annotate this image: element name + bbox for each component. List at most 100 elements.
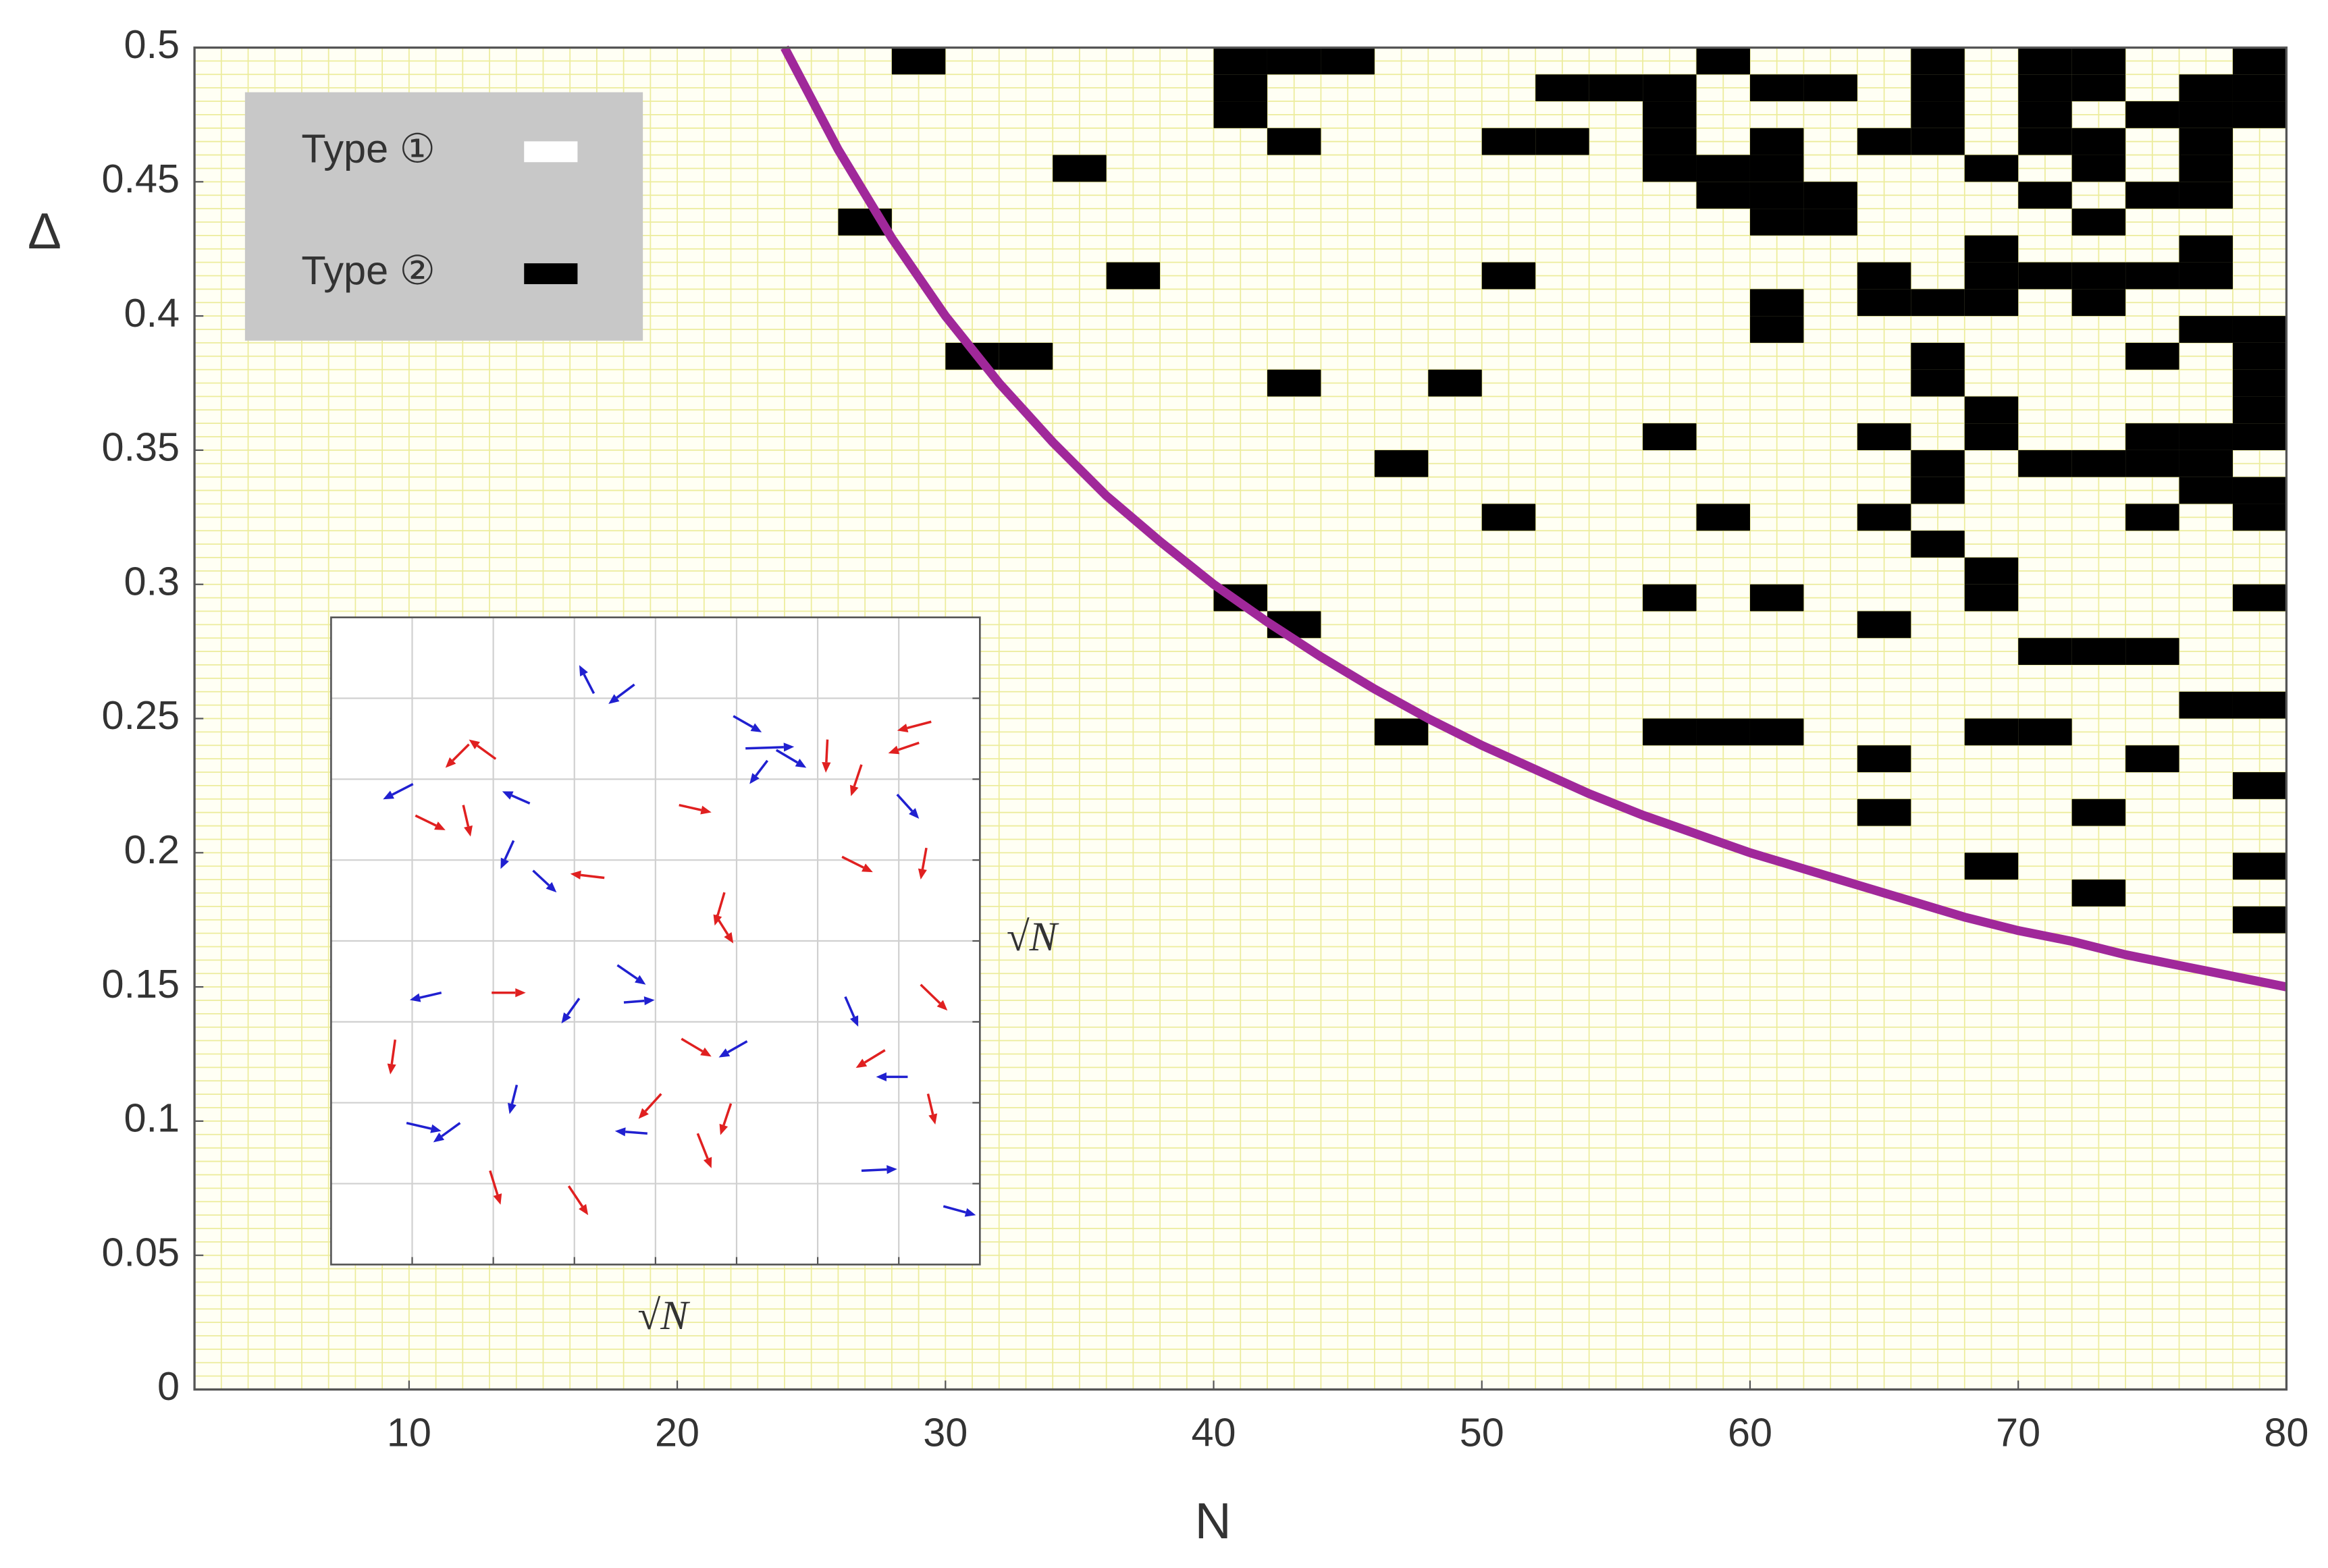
arrow-shaft [419,992,442,999]
arrow [681,1037,712,1057]
arrow-shaft [825,739,829,763]
arrow [570,870,605,880]
arrow-shaft [714,914,729,936]
arrow-shaft [897,741,920,751]
arrow-head [909,808,920,819]
arrow-head [700,1047,712,1057]
arrow-head [964,1208,976,1217]
y-tick-label: 0.35 [102,425,180,470]
y-tick-label: 0.45 [102,156,180,201]
cell [2018,638,2072,666]
cell [1911,47,1965,75]
arrow-shaft [853,764,863,787]
arrow [943,1205,976,1217]
arrow [696,1133,712,1168]
arrow-shaft [943,1205,966,1214]
cell [1964,853,2019,880]
cell [1911,450,1965,477]
arrow-shaft [532,869,550,886]
arrow-head [783,742,795,752]
arrow-shaft [861,1168,887,1172]
y-tick-label: 0.15 [102,961,180,1006]
cell [2179,128,2233,155]
cell [2125,745,2179,773]
cell [1267,128,1321,155]
arrow [567,1185,589,1216]
cell [1643,718,1697,746]
arrow-head [507,1102,517,1114]
arrow [876,1072,908,1081]
arrow-shaft [907,720,932,730]
x-tick-label: 60 [1728,1410,1772,1455]
arrow-head [887,1165,897,1174]
cell [2179,182,2233,209]
cell [1749,155,1804,182]
cell [2018,182,2072,209]
cell [1535,74,1589,102]
y-tick-label: 0.1 [124,1096,180,1141]
cell [1643,74,1697,102]
arrow-shaft [489,1170,499,1195]
arrow-head [469,739,480,750]
cell [2125,504,2179,531]
cell [1481,128,1536,155]
arrow [406,1121,442,1133]
cell [1749,584,1804,612]
arrow [897,720,932,732]
y-tick-label: 0.2 [124,827,180,872]
cell [2125,262,2179,290]
cell [2071,450,2126,477]
cell [2179,450,2233,477]
arrow [500,840,515,869]
x-tick-label: 70 [1996,1410,2040,1455]
arrow-head [703,1156,712,1168]
cell [2071,128,2126,155]
cell [1964,584,2019,612]
cell [2232,369,2287,397]
arrow-head [928,1113,938,1125]
cell [2232,906,2287,934]
cell [2018,262,2072,290]
x-tick-label: 40 [1192,1410,1236,1455]
legend-box [244,92,643,341]
x-tick-label: 10 [387,1410,431,1455]
cell [1911,342,1965,370]
cell [1857,504,1911,531]
arrow-head [718,1048,731,1058]
arrow-head [570,870,581,880]
cell [2232,423,2287,450]
cell [1749,74,1804,102]
arrow [383,782,414,800]
cell [2232,101,2287,128]
cell [1964,235,2019,263]
arrow-shaft [755,759,769,777]
arrow-head [383,790,394,800]
arrow [489,1170,502,1205]
cell [999,342,1053,370]
arrow-shaft [616,964,638,980]
cell [2179,155,2233,182]
arrow [888,741,920,755]
cell [1481,504,1536,531]
arrow [844,996,859,1027]
y-tick-label: 0.4 [124,290,180,335]
cell [1643,584,1697,612]
cell [2179,262,2233,290]
arrow [719,1103,733,1135]
arrow [415,814,446,830]
cell [2232,47,2287,75]
cell [2125,638,2179,666]
cell [2071,799,2126,826]
cell [1911,289,1965,317]
arrow-shaft [510,1084,519,1104]
arrow-shaft [580,873,605,880]
x-tick-label: 30 [923,1410,968,1455]
cell [2232,504,2287,531]
arrow [638,1093,662,1119]
arrow [616,964,646,985]
arrow-shaft [504,840,515,861]
arrow-head [724,932,734,944]
arrow [718,1040,748,1058]
cell [2232,342,2287,370]
